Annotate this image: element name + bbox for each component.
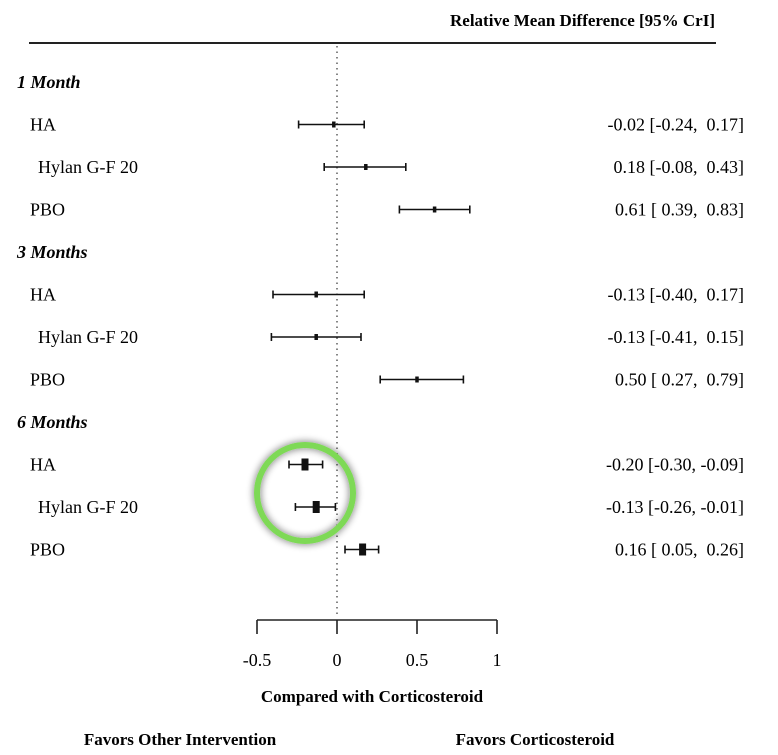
row-estimate-text: 0.18 [-0.08, 0.43] [614,157,744,177]
highlight-circle [254,442,356,544]
x-axis-label: Compared with Corticosteroid [261,687,484,706]
row-label: PBO [30,540,65,560]
row-label: Hylan G-F 20 [38,157,138,177]
row-estimate-text: -0.13 [-0.26, -0.01] [606,497,744,517]
row-estimate-text: -0.13 [-0.40, 0.17] [608,285,744,305]
point-estimate [359,543,367,556]
row-estimate-text: -0.02 [-0.24, 0.17] [608,115,744,135]
point-estimate [432,206,437,213]
row-label: PBO [30,370,65,390]
row-estimate-text: 0.16 [ 0.05, 0.26] [615,540,744,560]
point-estimate [301,458,309,471]
point-estimate [312,501,320,513]
favors-right-label: Favors Corticosteroid [456,730,615,749]
group-label: 6 Months [17,412,88,432]
x-tick-label: 0 [333,650,342,670]
point-estimate [314,334,318,340]
row-label: Hylan G-F 20 [38,327,138,347]
row-estimate-text: -0.20 [-0.30, -0.09] [606,455,744,475]
row-estimate-text: -0.13 [-0.41, 0.15] [608,327,744,347]
row-estimate-text: 0.50 [ 0.27, 0.79] [615,370,744,390]
point-estimate [364,164,368,170]
point-estimate [314,291,318,298]
header-relative-mean-difference: Relative Mean Difference [95% CrI] [450,11,715,30]
point-estimate [415,376,419,383]
group-label: 3 Months [16,242,88,262]
row-label: PBO [30,200,65,220]
x-tick-label: 0.5 [406,650,429,670]
row-label: HA [30,115,56,135]
favors-left-label: Favors Other Intervention [84,730,277,749]
x-tick-label: -0.5 [243,650,272,670]
x-tick-label: 1 [493,650,502,670]
group-label: 1 Month [17,72,81,92]
row-label: HA [30,455,56,475]
row-estimate-text: 0.61 [ 0.39, 0.83] [615,200,744,220]
row-label: HA [30,285,56,305]
point-estimate [332,121,336,128]
row-label: Hylan G-F 20 [38,497,138,517]
